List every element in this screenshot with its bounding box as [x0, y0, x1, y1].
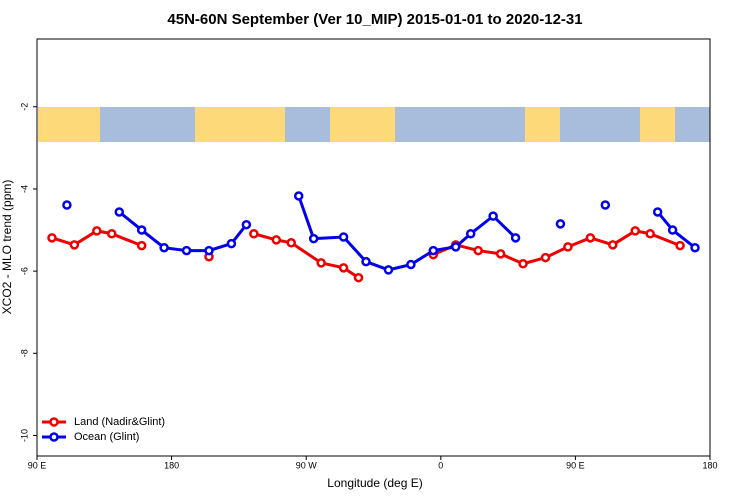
point [406, 259, 416, 270]
point [338, 232, 349, 242]
legend-label: Land (Nadir&Glint) [74, 416, 165, 428]
y-tick-label: -8 [19, 349, 29, 357]
x-tick-label: 90 E [28, 460, 47, 470]
point [69, 240, 80, 250]
x-axis-label: Longitude (deg E) [327, 476, 422, 490]
y-tick-label: -10 [19, 429, 29, 442]
chart-title: 45N-60N September (Ver 10_MIP) 2015-01-0… [167, 11, 582, 28]
point [114, 207, 125, 217]
y-tick-label: -6 [19, 267, 29, 275]
point [293, 191, 304, 201]
point [249, 228, 259, 239]
legend-marker [49, 417, 59, 427]
point [495, 249, 506, 259]
x-tick-label: 90 E [566, 460, 585, 470]
point [600, 200, 611, 210]
x-tick-label: 180 [702, 460, 717, 470]
point [241, 219, 252, 230]
point [488, 211, 498, 221]
point [226, 238, 237, 249]
map-ocean [100, 107, 195, 142]
point [92, 226, 102, 236]
point [563, 242, 573, 252]
point [308, 233, 319, 244]
x-tick-label: 90 W [296, 460, 318, 470]
point [510, 233, 521, 243]
y-tick-label: -4 [19, 185, 29, 193]
point [136, 240, 147, 251]
point [338, 263, 349, 273]
point [428, 245, 439, 256]
map-ocean [560, 107, 640, 142]
point [675, 240, 685, 251]
point [107, 228, 117, 239]
point [316, 258, 326, 268]
map-ocean [395, 107, 525, 142]
point [286, 238, 296, 248]
point [159, 242, 169, 253]
point [630, 226, 640, 236]
point [47, 233, 57, 243]
y-axis-label: XCO2 - MLO trend (ppm) [0, 180, 14, 315]
point [555, 219, 566, 229]
point [540, 252, 551, 263]
point [585, 233, 596, 243]
point [136, 225, 147, 235]
map-ocean [675, 107, 710, 142]
point [608, 240, 618, 250]
point [667, 225, 678, 235]
y-tick-label: -2 [19, 103, 29, 111]
legend-label: Ocean (Glint) [74, 431, 139, 443]
point [361, 256, 371, 267]
point [473, 245, 483, 256]
legend-marker [49, 432, 59, 442]
point [465, 228, 476, 239]
point [271, 235, 282, 245]
point [62, 200, 72, 210]
point [518, 258, 528, 269]
point [353, 272, 364, 283]
point [451, 242, 461, 252]
point [204, 245, 214, 256]
point [652, 207, 663, 217]
map-ocean [285, 107, 330, 142]
plot-frame [36, 38, 711, 457]
point [383, 265, 394, 275]
map-band [38, 107, 710, 142]
point [690, 242, 700, 253]
point [181, 245, 192, 256]
point [645, 228, 655, 239]
x-tick-label: 0 [438, 460, 443, 470]
x-tick-label: 180 [164, 460, 179, 470]
